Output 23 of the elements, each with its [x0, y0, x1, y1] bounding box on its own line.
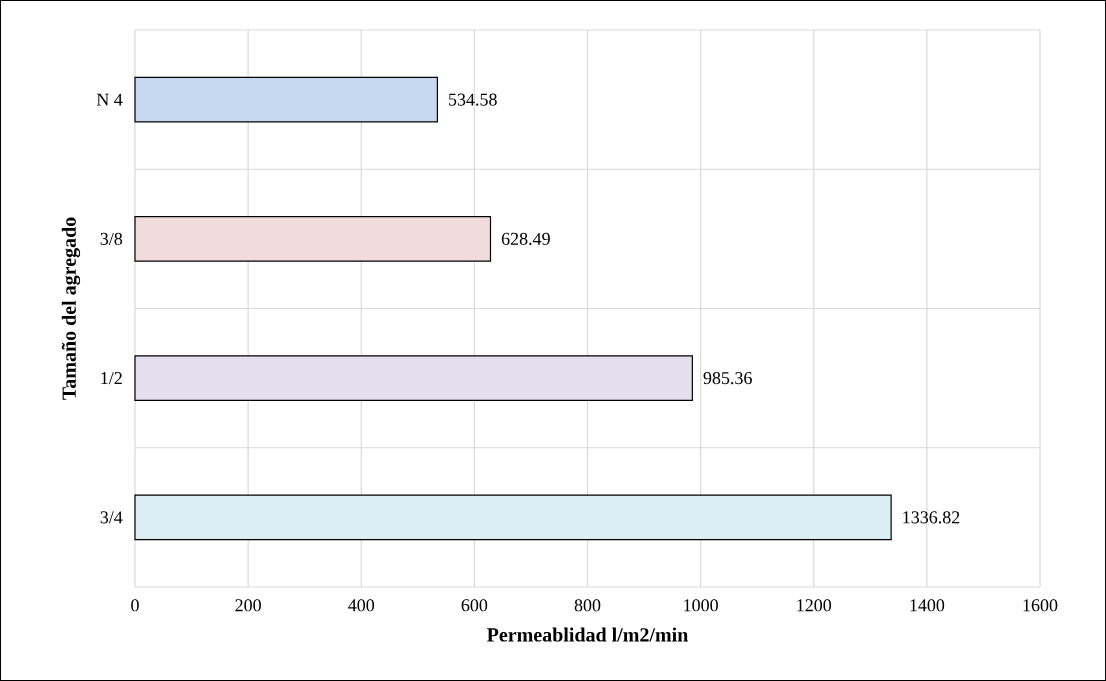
y-tick-label: N 4 [96, 93, 123, 106]
x-tick-label: 0 [131, 599, 139, 612]
x-axis-title: Permeablidad l/m2/min [487, 627, 689, 642]
x-tick-label: 200 [235, 599, 261, 612]
data-label: 534.58 [449, 93, 497, 106]
bar [134, 76, 438, 123]
data-label: 628.49 [501, 232, 550, 245]
y-tick-label: 3/8 [100, 232, 123, 245]
bar [134, 216, 492, 262]
data-label: 985.36 [703, 372, 752, 385]
x-tick-label: 400 [348, 599, 375, 612]
data-label: 1336.82 [903, 511, 960, 524]
x-tick-label: 800 [574, 599, 601, 612]
y-axis-title: Tamaño del agregado [61, 217, 81, 400]
x-tick-label: 1200 [797, 599, 832, 612]
y-tick-label: 1/2 [101, 372, 122, 385]
y-tick-label: 3/4 [100, 511, 123, 524]
bar [134, 355, 693, 401]
x-tick-label: 1000 [684, 599, 718, 612]
x-tick-label: 600 [461, 599, 488, 612]
x-tick-label: 1400 [910, 599, 945, 612]
x-tick-label: 1600 [1023, 599, 1058, 612]
bar [134, 494, 892, 541]
